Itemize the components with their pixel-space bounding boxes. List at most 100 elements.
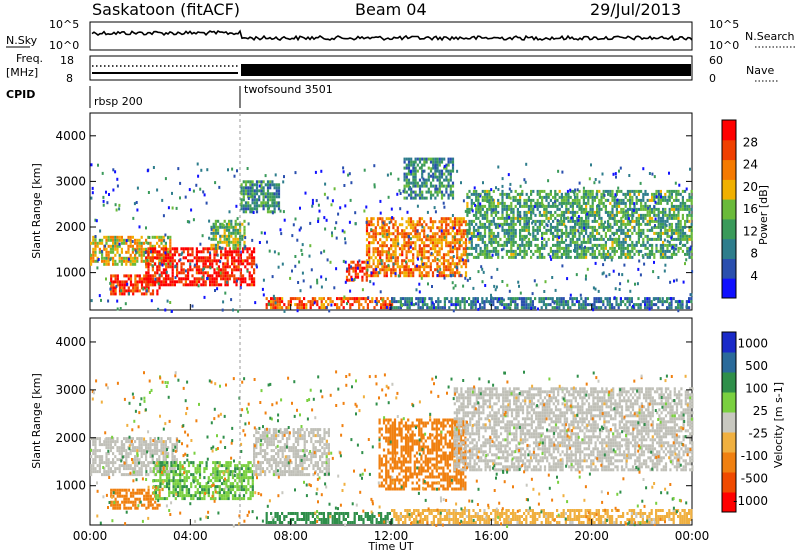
data-cell — [107, 250, 110, 254]
data-cell — [483, 252, 487, 256]
data-cell — [503, 306, 506, 310]
scatter-cell — [202, 190, 205, 194]
data-cell — [659, 231, 662, 235]
data-cell — [640, 201, 643, 205]
data-cell — [195, 283, 198, 287]
data-cell — [110, 289, 113, 293]
data-cell — [96, 455, 99, 459]
data-cell — [664, 192, 667, 196]
data-cell — [466, 204, 469, 208]
data-cell — [394, 241, 397, 245]
colorbar-tick-label: 4 — [750, 269, 758, 283]
data-cell — [481, 198, 484, 202]
data-cell — [239, 268, 242, 272]
scatter-cell — [481, 267, 484, 271]
data-cell — [531, 303, 534, 307]
data-cell — [549, 228, 552, 232]
scatter-cell — [409, 186, 412, 189]
data-cell — [589, 189, 592, 193]
data-cell — [558, 300, 561, 304]
data-cell — [226, 256, 229, 260]
data-cell — [403, 229, 406, 233]
scatter-cell — [230, 298, 233, 302]
scatter-cell — [156, 188, 159, 192]
data-cell — [492, 297, 495, 301]
data-cell — [626, 297, 629, 301]
data-cell — [242, 262, 245, 266]
data-cell — [664, 210, 667, 214]
data-cell — [670, 201, 673, 205]
data-cell — [347, 300, 350, 304]
data-cell — [431, 241, 435, 245]
data-cell — [554, 195, 557, 199]
data-cell — [460, 253, 463, 257]
data-cell — [169, 265, 172, 269]
data-cell — [637, 231, 640, 235]
data-cell — [191, 268, 194, 272]
scatter-cell — [642, 167, 645, 171]
data-cell — [416, 268, 419, 272]
data-cell — [224, 262, 227, 266]
data-cell — [147, 277, 150, 281]
data-cell — [226, 262, 229, 266]
data-cell — [668, 225, 671, 229]
data-cell — [582, 300, 585, 304]
data-cell — [492, 210, 495, 214]
data-cell — [225, 237, 228, 241]
data-cell — [440, 184, 444, 188]
data-cell — [505, 228, 508, 232]
data-cell — [458, 223, 461, 227]
data-cell — [503, 216, 506, 220]
data-cell — [169, 437, 172, 441]
data-cell — [434, 157, 437, 161]
data-cell — [246, 250, 249, 254]
data-cell — [242, 207, 245, 211]
data-cell — [244, 259, 247, 263]
data-cell — [232, 246, 235, 250]
data-cell — [374, 226, 377, 230]
data-cell — [175, 458, 178, 462]
data-cell — [221, 225, 224, 229]
data-cell — [593, 219, 596, 223]
data-cell — [418, 223, 421, 227]
scatter-cell — [434, 165, 437, 169]
scatter-cell — [578, 245, 581, 249]
data-cell — [180, 247, 183, 251]
data-cell — [556, 255, 559, 259]
data-cell — [101, 238, 104, 242]
data-cell — [686, 249, 689, 253]
data-cell — [490, 231, 493, 235]
data-cell — [260, 189, 263, 193]
data-cell — [140, 247, 143, 251]
data-cell — [525, 225, 528, 229]
data-cell — [494, 240, 498, 244]
data-cell — [481, 297, 484, 301]
data-cell — [414, 223, 417, 227]
data-cell — [567, 300, 570, 304]
scatter-cell — [632, 304, 634, 308]
data-cell — [615, 204, 618, 208]
scatter-cell — [399, 207, 402, 211]
data-cell — [109, 235, 112, 239]
data-cell — [449, 160, 452, 164]
data-cell — [582, 249, 585, 253]
data-cell — [365, 278, 368, 282]
scatter-cell — [196, 162, 199, 166]
data-cell — [278, 297, 281, 301]
data-cell — [536, 192, 539, 196]
data-cell — [421, 163, 424, 167]
scatter-cell — [507, 234, 510, 238]
data-cell — [195, 259, 198, 263]
data-cell — [501, 228, 504, 232]
data-cell — [552, 231, 555, 235]
data-cell — [162, 277, 165, 281]
scatter-cell — [363, 168, 366, 172]
data-cell — [401, 223, 404, 227]
data-cell — [589, 213, 592, 217]
data-cell — [396, 244, 399, 248]
data-cell — [664, 228, 667, 232]
data-cell — [222, 262, 225, 266]
scatter-cell — [426, 210, 429, 214]
data-cell — [510, 231, 513, 235]
data-cell — [383, 220, 386, 224]
